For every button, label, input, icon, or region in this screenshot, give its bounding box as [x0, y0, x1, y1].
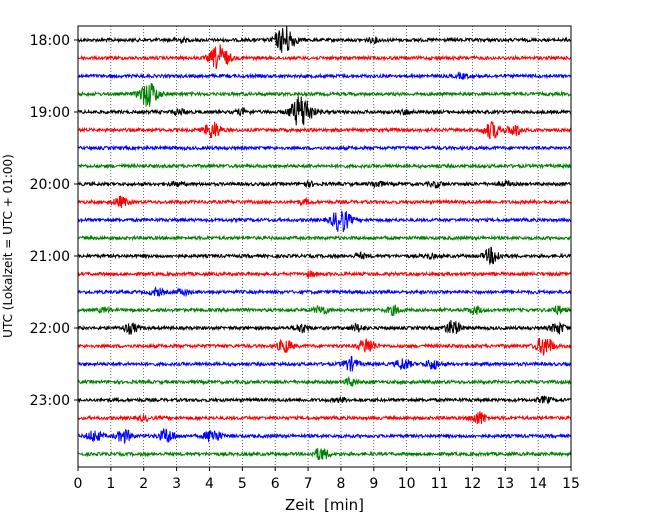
trace-line	[77, 83, 572, 107]
trace-line	[77, 121, 572, 140]
x-axis-ticks: 0 1 2 3 4 5 6 7 8 9 10 11 12 13 14 15	[74, 467, 580, 492]
y-tick-label: 19:00	[30, 105, 70, 121]
trace-line	[77, 395, 572, 405]
x-tick-label: 4	[205, 476, 214, 492]
x-axis-label: Zeit [min]	[285, 496, 364, 514]
y-tick-label: 18:00	[30, 33, 70, 49]
trace-line	[77, 411, 572, 425]
trace-line	[77, 270, 572, 279]
trace-line	[77, 376, 572, 388]
trace-line	[77, 304, 572, 317]
trace-line	[77, 96, 572, 126]
traces	[77, 25, 572, 461]
trace-line	[77, 162, 572, 170]
y-tick-label: 21:00	[30, 249, 70, 265]
trace-line	[77, 246, 572, 266]
x-tick-label: 12	[463, 476, 481, 492]
x-tick-label: 0	[74, 476, 83, 492]
trace-line	[77, 319, 572, 335]
trace-line	[77, 427, 572, 444]
x-tick-label: 6	[271, 476, 280, 492]
y-tick-label: 23:00	[30, 393, 70, 409]
trace-line	[77, 210, 571, 233]
x-tick-label: 1	[106, 476, 115, 492]
trace-line	[77, 355, 572, 372]
x-tick-label: 10	[398, 476, 416, 492]
x-tick-label: 7	[304, 476, 313, 492]
x-tick-label: 14	[529, 476, 547, 492]
x-tick-label: 5	[238, 476, 247, 492]
trace-line	[77, 25, 572, 53]
y-axis-label: UTC (Lokalzeit = UTC + 01:00)	[1, 154, 15, 338]
trace-line	[77, 285, 572, 298]
x-tick-label: 8	[336, 476, 345, 492]
trace-line	[77, 179, 572, 189]
y-tick-label: 20:00	[30, 177, 70, 193]
x-tick-label: 11	[431, 476, 449, 492]
y-tick-label: 22:00	[30, 321, 70, 337]
trace-line	[77, 234, 572, 242]
trace-line	[77, 447, 572, 461]
trace-line	[77, 71, 572, 80]
y-axis-ticks: 18:00 19:00 20:00 21:00 22:00 23:00	[30, 33, 78, 409]
x-tick-label: 13	[496, 476, 514, 492]
x-tick-label: 2	[139, 476, 148, 492]
x-tick-label: 3	[172, 476, 181, 492]
trace-line	[77, 337, 572, 356]
x-tick-label: 15	[562, 476, 580, 492]
trace-line	[77, 144, 572, 152]
trace-line	[77, 44, 572, 70]
plot-frame	[77, 25, 572, 468]
x-tick-label: 9	[369, 476, 378, 492]
trace-line	[78, 195, 572, 208]
